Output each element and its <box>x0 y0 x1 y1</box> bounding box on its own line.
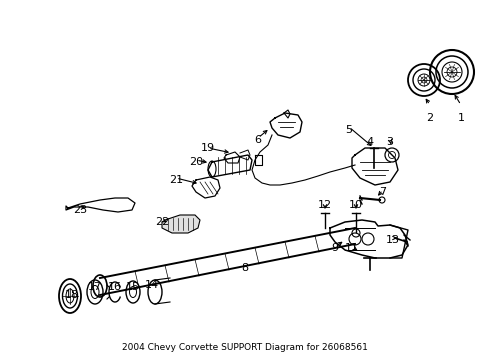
Text: 10: 10 <box>348 200 362 210</box>
Text: 21: 21 <box>168 175 183 185</box>
Text: 22: 22 <box>155 217 169 227</box>
Text: 16: 16 <box>108 282 122 292</box>
Text: 3: 3 <box>386 137 393 147</box>
Text: 14: 14 <box>144 280 159 290</box>
Text: 15: 15 <box>126 282 140 292</box>
Text: 7: 7 <box>379 187 386 197</box>
Text: 5: 5 <box>345 125 352 135</box>
Text: 20: 20 <box>188 157 203 167</box>
Text: 17: 17 <box>88 282 102 292</box>
Text: 19: 19 <box>201 143 215 153</box>
Text: 9: 9 <box>331 243 338 253</box>
Text: 11: 11 <box>345 243 358 253</box>
Text: 4: 4 <box>366 137 373 147</box>
Text: 2: 2 <box>426 113 433 123</box>
Text: 8: 8 <box>241 263 248 273</box>
Text: 18: 18 <box>65 290 79 300</box>
Text: 12: 12 <box>317 200 331 210</box>
Text: 6: 6 <box>254 135 261 145</box>
Polygon shape <box>162 215 200 233</box>
Text: 13: 13 <box>385 235 399 245</box>
Text: 23: 23 <box>73 205 87 215</box>
Text: 2004 Chevy Corvette SUPPORT Diagram for 26068561: 2004 Chevy Corvette SUPPORT Diagram for … <box>122 343 366 352</box>
Text: 1: 1 <box>457 113 464 123</box>
